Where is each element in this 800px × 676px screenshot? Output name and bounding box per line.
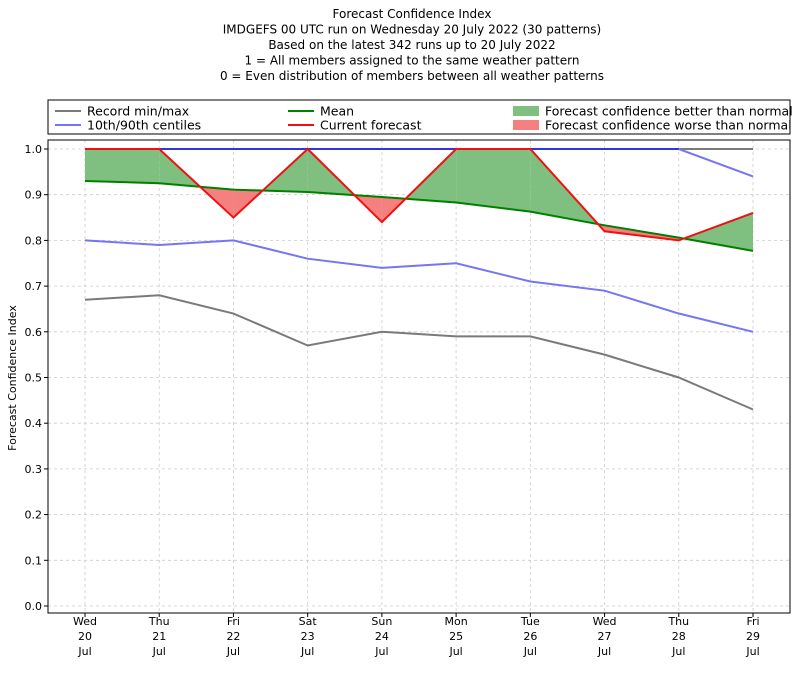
y-tick-label: 0.8 <box>25 234 43 247</box>
x-tick-label: 22 <box>226 630 240 643</box>
x-tick-label: Jul <box>448 645 462 658</box>
y-tick-label: 0.9 <box>25 189 43 202</box>
x-tick-label: Fri <box>227 615 240 628</box>
chart-title-line: 0 = Even distribution of members between… <box>220 69 604 83</box>
current-forecast-line <box>85 147 754 242</box>
x-tick-label: 27 <box>598 630 612 643</box>
chart-title-line: 1 = All members assigned to the same wea… <box>245 54 580 68</box>
x-tick-label: Sun <box>371 615 392 628</box>
x-tick-label: Wed <box>73 615 97 628</box>
y-tick-label: 0.5 <box>25 372 43 385</box>
x-tick-label: Thu <box>148 615 170 628</box>
y-tick-label: 0.0 <box>25 600 43 613</box>
x-tick-label: Jul <box>671 645 685 658</box>
centile-10-line <box>84 239 754 333</box>
x-tick-label: Mon <box>445 615 468 628</box>
legend-label: 10th/90th centiles <box>87 118 201 133</box>
x-tick-label: 28 <box>672 630 686 643</box>
y-tick-label: 0.2 <box>25 509 43 522</box>
x-tick-label: Jul <box>226 645 240 658</box>
legend-label: Record min/max <box>87 104 189 119</box>
x-tick-label: Fri <box>746 615 759 628</box>
x-tick-label: Thu <box>667 615 689 628</box>
x-tick-label: Jul <box>152 645 166 658</box>
x-tick-label: Jul <box>77 645 91 658</box>
fill-better-than-normal <box>456 149 531 212</box>
legend-frame <box>47 99 791 135</box>
x-tick-label: Jul <box>523 645 537 658</box>
series-lines <box>84 147 754 411</box>
legend-label: Mean <box>320 104 354 119</box>
fill-better-than-normal <box>85 149 160 184</box>
x-tick-label: 29 <box>746 630 760 643</box>
x-tick-label: Jul <box>745 645 759 658</box>
y-tick-label: 0.4 <box>25 417 43 430</box>
x-tick-label: 26 <box>523 630 537 643</box>
chart-title-line: Based on the latest 342 runs up to 20 Ju… <box>268 38 555 52</box>
y-axis-label: Forecast Confidence Index <box>6 305 19 451</box>
x-tick-label: Sat <box>299 615 318 628</box>
plot-frame <box>47 139 791 614</box>
x-tick-label: Jul <box>374 645 388 658</box>
record-min-line <box>84 294 754 411</box>
legend-label: Current forecast <box>320 118 422 133</box>
legend-swatch-patch <box>513 106 539 116</box>
mean-line <box>84 179 754 252</box>
y-tick-label: 1.0 <box>25 143 43 156</box>
y-tick-label: 0.7 <box>25 280 43 293</box>
axes: 0.0 0.1 0.2 0.3 0.4 0.5 0.6 0.7 0.8 0.9 1.0 Wed 20 Ju… <box>25 139 791 658</box>
chart-title-line: Forecast Confidence Index <box>333 7 492 21</box>
legend-label: Forecast confidence better than normal <box>545 104 793 119</box>
y-tick-label: 0.1 <box>25 554 43 567</box>
y-tick-label: 0.3 <box>25 463 43 476</box>
legend-label: Forecast confidence worse than normal <box>545 118 792 133</box>
x-tick-label: Jul <box>300 645 314 658</box>
x-tick-label: 23 <box>301 630 315 643</box>
chart-legend: Record min/max Mean Forecast confidence be… <box>47 99 793 135</box>
x-tick-label: 25 <box>449 630 463 643</box>
x-tick-label: Jul <box>597 645 611 658</box>
chart-title: Forecast Confidence Index IMDGEFS 00 UTC … <box>220 7 604 83</box>
x-tick-label: 21 <box>152 630 166 643</box>
x-tick-label: 24 <box>375 630 389 643</box>
y-tick-label: 0.6 <box>25 326 43 339</box>
legend-swatch-patch <box>513 120 539 130</box>
x-tick-label: Wed <box>593 615 617 628</box>
chart-title-line: IMDGEFS 00 UTC run on Wednesday 20 July … <box>223 23 601 37</box>
x-tick-label: Tue <box>520 615 540 628</box>
x-tick-label: 20 <box>78 630 92 643</box>
